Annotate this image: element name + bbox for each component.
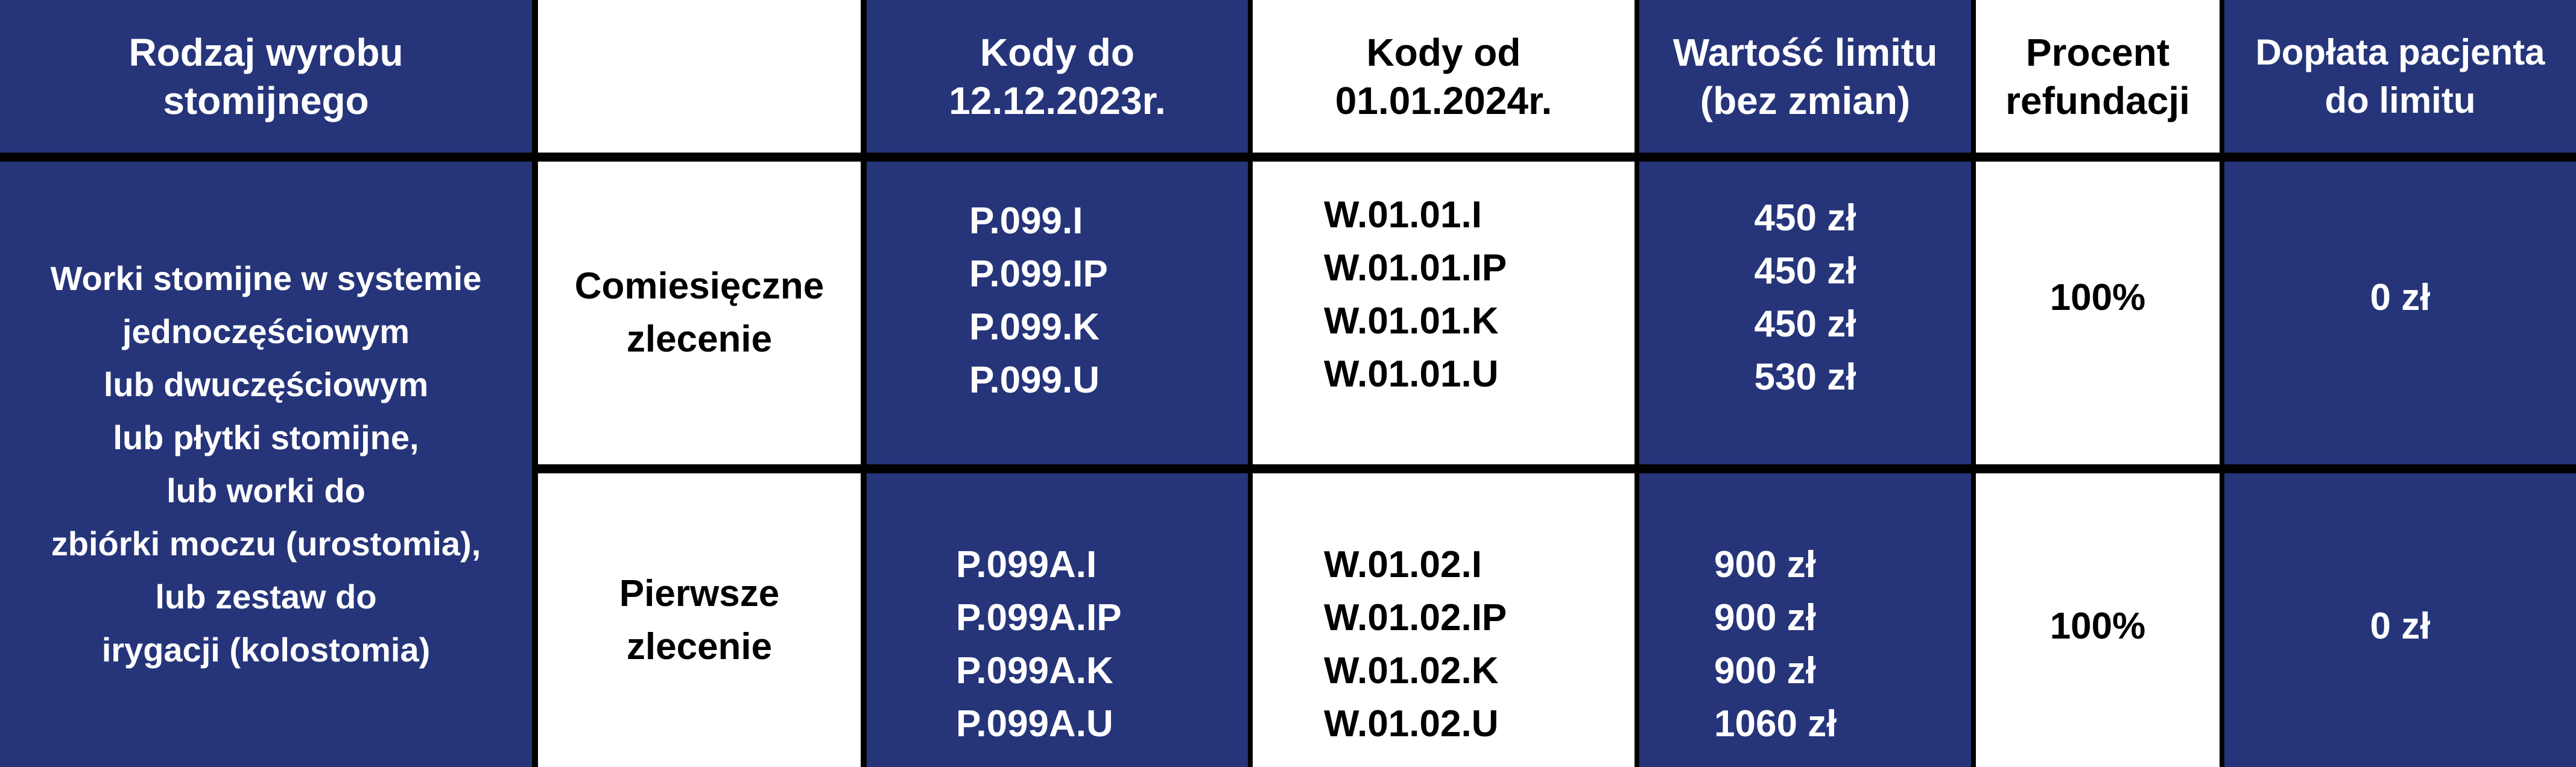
code: W.01.01.IP	[1324, 247, 1507, 289]
description-line: zbiórki moczu (urostomia),	[51, 525, 481, 563]
header-codes-old: Kody do 12.12.2023r.	[867, 0, 1248, 153]
header-codes-new: Kody od 01.01.2024r.	[1253, 0, 1635, 153]
header-empty	[538, 0, 861, 153]
limit-value: 1060 zł	[1714, 702, 1837, 745]
patient-copay: 0 zł	[2370, 277, 2431, 318]
code: W.01.02.IP	[1324, 596, 1507, 639]
limit-value: 450 zł	[1754, 250, 1856, 292]
refund-percent-first: 100%	[1976, 473, 2220, 767]
code: W.01.02.I	[1324, 543, 1482, 586]
description-line: Worki stomijne w systemie	[50, 259, 482, 297]
description-line: lub dwuczęściowym	[103, 365, 429, 403]
header-text: Procent	[2025, 30, 2170, 74]
code: W.01.02.U	[1324, 702, 1499, 745]
order-type-text: zlecenie	[626, 625, 773, 668]
limit-value: 900 zł	[1714, 649, 1816, 692]
code: P.099.K	[969, 306, 1100, 348]
code: P.099.U	[969, 359, 1100, 401]
product-description: Worki stomijne w systemie jednoczęściowy…	[0, 162, 532, 767]
code: W.01.01.I	[1324, 194, 1482, 236]
header-text: Kody do	[980, 30, 1135, 74]
refund-percent-monthly: 100%	[1976, 162, 2220, 464]
limit-value: 530 zł	[1754, 356, 1856, 398]
description-line: irygacji (kolostomia)	[101, 631, 431, 669]
patient-copay-first: 0 zł	[2224, 473, 2576, 767]
codes-new-monthly: W.01.01.I W.01.01.IP W.01.01.K W.01.01.U	[1253, 162, 1635, 464]
description-line: lub płytki stomijne,	[113, 418, 419, 456]
order-type-first: Pierwsze zlecenie	[538, 473, 861, 767]
codes-new-first: W.01.02.I W.01.02.IP W.01.02.K W.01.02.U	[1253, 473, 1635, 767]
header-limit-value: Wartość limitu (bez zmian)	[1639, 0, 1971, 153]
code: P.099A.IP	[956, 596, 1122, 639]
header-text: do limitu	[2324, 80, 2476, 121]
code: P.099A.U	[956, 702, 1113, 745]
header-text: Dopłata pacjenta	[2255, 31, 2545, 72]
limits-monthly: 450 zł 450 zł 450 zł 530 zł	[1639, 162, 1971, 464]
code: W.01.01.U	[1324, 353, 1499, 395]
order-type-text: zlecenie	[626, 318, 773, 360]
order-type-text: Comiesięczne	[574, 265, 824, 307]
header-text: Rodzaj wyrobu	[128, 30, 403, 74]
code: P.099A.K	[956, 649, 1113, 692]
refund-percent: 100%	[2049, 605, 2146, 647]
header-text: 12.12.2023r.	[949, 78, 1166, 122]
limit-value: 900 zł	[1714, 596, 1816, 639]
description-line: lub worki do	[166, 472, 366, 510]
description-line: lub zestaw do	[155, 578, 377, 616]
code: P.099.IP	[969, 253, 1108, 295]
header-product-type: Rodzaj wyrobu stomijnego	[0, 0, 532, 153]
order-type-monthly: Comiesięczne zlecenie	[538, 162, 861, 464]
code: P.099.I	[969, 200, 1083, 242]
header-text: 01.01.2024r.	[1335, 78, 1552, 122]
code: W.01.02.K	[1324, 649, 1499, 692]
limits-first: 900 zł 900 zł 900 zł 1060 zł	[1639, 473, 1971, 767]
header-text: (bez zmian)	[1700, 78, 1911, 122]
header-refund-percent: Procent refundacji	[1976, 0, 2220, 153]
description-line: jednoczęściowym	[122, 312, 410, 350]
header-text: Wartość limitu	[1673, 30, 1938, 74]
header-text: refundacji	[2005, 78, 2190, 122]
header-text: stomijnego	[163, 78, 369, 122]
limit-value: 450 zł	[1754, 197, 1856, 239]
codes-old-first: P.099A.I P.099A.IP P.099A.K P.099A.U	[867, 473, 1248, 767]
codes-old-monthly: P.099.I P.099.IP P.099.K P.099.U	[867, 162, 1248, 464]
header-text: Kody od	[1366, 30, 1521, 74]
patient-copay: 0 zł	[2370, 605, 2431, 647]
refund-percent: 100%	[2049, 277, 2146, 318]
header-patient-copay: Dopłata pacjenta do limitu	[2224, 0, 2576, 153]
code: P.099A.I	[956, 543, 1097, 586]
limit-value: 900 zł	[1714, 543, 1816, 586]
limit-value: 450 zł	[1754, 303, 1856, 345]
code: W.01.01.K	[1324, 300, 1499, 342]
patient-copay-monthly: 0 zł	[2224, 162, 2576, 464]
order-type-text: Pierwsze	[619, 572, 780, 614]
